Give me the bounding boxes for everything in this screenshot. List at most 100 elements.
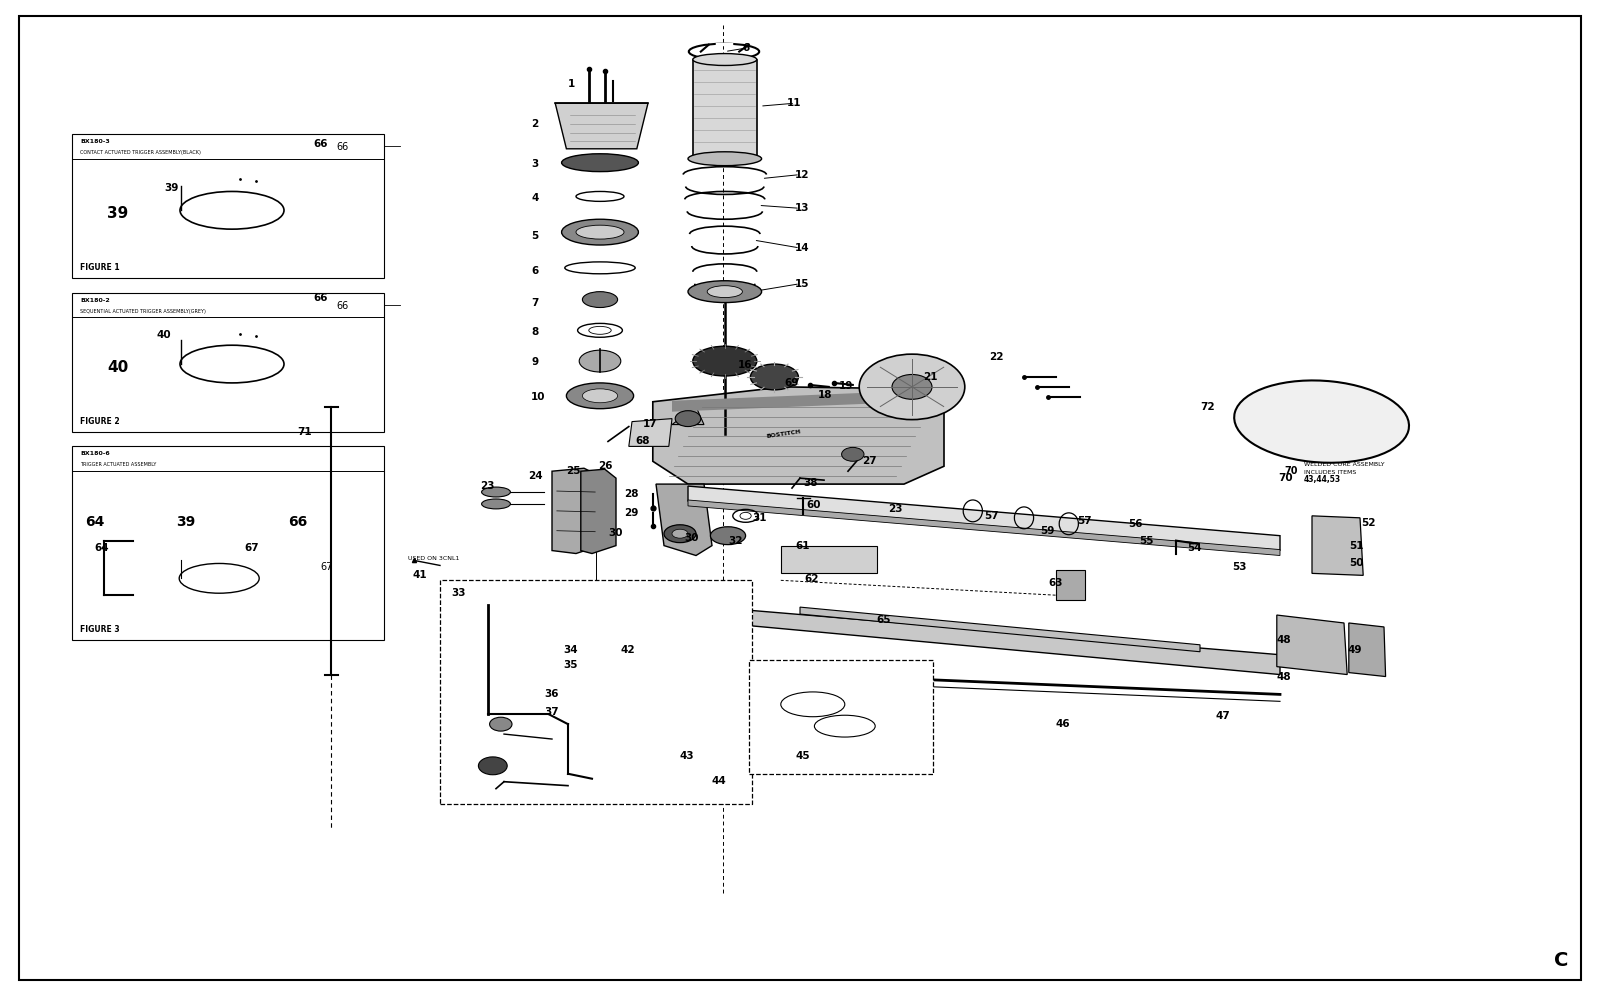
Text: 66: 66 [314,293,328,303]
Text: 64: 64 [94,543,109,553]
Text: 5: 5 [531,231,539,241]
Text: 28: 28 [624,489,638,499]
Bar [1056,570,1085,600]
Circle shape [490,717,512,731]
Text: 31: 31 [752,513,766,523]
Ellipse shape [664,525,696,543]
Ellipse shape [710,527,746,545]
Text: 26: 26 [598,461,613,471]
Text: 56: 56 [1128,519,1142,529]
Polygon shape [629,419,672,446]
Text: 32: 32 [728,536,742,546]
Text: 11: 11 [787,98,802,108]
Text: 46: 46 [1056,719,1070,729]
Circle shape [675,411,701,427]
Ellipse shape [893,375,931,399]
Text: 14: 14 [795,243,810,253]
Polygon shape [685,722,723,746]
Text: 21: 21 [923,372,938,382]
Ellipse shape [566,383,634,409]
Text: INCLUDES ITEMS: INCLUDES ITEMS [1304,470,1357,475]
Bar [72,293,384,432]
Text: 3: 3 [531,159,539,169]
Text: 39: 39 [176,515,195,529]
Ellipse shape [693,54,757,65]
Text: 1: 1 [568,79,576,89]
Text: 39: 39 [165,184,179,193]
Text: 25: 25 [566,466,581,476]
Text: 48: 48 [1277,672,1291,682]
Polygon shape [688,605,1280,675]
Text: 66: 66 [336,142,349,152]
Text: 39: 39 [107,205,128,221]
Text: 57: 57 [984,511,998,521]
Text: 12: 12 [795,170,810,180]
Text: 50: 50 [1349,558,1363,568]
Text: 37: 37 [544,707,558,717]
Text: 16: 16 [738,360,752,370]
Text: 42: 42 [621,645,635,655]
Ellipse shape [482,487,510,497]
Bar [72,134,384,278]
Text: 52: 52 [1362,518,1376,528]
Text: 49: 49 [1347,645,1362,655]
Text: 48: 48 [1277,635,1291,645]
Ellipse shape [707,286,742,298]
Text: 55: 55 [1139,536,1154,546]
Text: 40: 40 [107,359,128,375]
Polygon shape [672,391,917,412]
Polygon shape [800,607,1200,652]
Text: 9: 9 [531,357,538,367]
Text: 70: 70 [1278,473,1293,483]
Text: 47: 47 [1216,711,1230,721]
Text: BOSTITCH: BOSTITCH [766,430,802,439]
Text: 6: 6 [531,266,539,276]
Text: 15: 15 [795,279,810,289]
Text: 67: 67 [245,543,259,553]
Text: USED ON 3CNL1: USED ON 3CNL1 [408,557,459,561]
Text: 66: 66 [336,301,349,310]
Text: 13: 13 [795,203,810,213]
Ellipse shape [562,219,638,245]
Text: 23: 23 [480,481,494,491]
Text: 66: 66 [288,515,307,529]
Text: 29: 29 [624,508,638,518]
Text: 61: 61 [795,541,810,551]
Text: 51: 51 [1349,541,1363,551]
Ellipse shape [688,281,762,303]
Bar [749,660,933,774]
Text: 30: 30 [608,528,622,538]
Text: 34: 34 [563,645,578,655]
Text: 72: 72 [1200,402,1214,412]
Text: 24: 24 [528,471,542,481]
Circle shape [842,447,864,461]
Ellipse shape [688,152,762,166]
Text: FIGURE 1: FIGURE 1 [80,263,120,272]
Text: WELDED CORE ASSEMBLY: WELDED CORE ASSEMBLY [1304,462,1384,467]
Ellipse shape [750,364,798,390]
Text: 6: 6 [742,43,750,53]
Text: 41: 41 [413,570,427,580]
Text: BX180-2: BX180-2 [80,298,110,303]
Text: 64: 64 [85,515,104,529]
Polygon shape [653,387,944,484]
Ellipse shape [562,154,638,172]
Text: 19: 19 [838,381,853,391]
Text: SEE FIGURE 1, 2, & 3: SEE FIGURE 1, 2, & 3 [762,748,819,753]
Text: TRIGGER ACTUATED ASSEMBLY: TRIGGER ACTUATED ASSEMBLY [80,462,157,467]
Text: 59: 59 [1040,526,1054,536]
Text: CONTACT ACTUATED TRIGGER ASSEMBLY(BLACK): CONTACT ACTUATED TRIGGER ASSEMBLY(BLACK) [80,150,202,155]
Text: 66: 66 [314,139,328,149]
Polygon shape [688,500,1280,556]
Text: BX180-3: BX180-3 [80,139,110,144]
Text: 18: 18 [818,390,832,400]
Text: 35: 35 [563,660,578,670]
Text: SEQUENTIAL ACTUATED TRIGGER ASSEMBLY(GREY): SEQUENTIAL ACTUATED TRIGGER ASSEMBLY(GRE… [80,309,206,313]
Ellipse shape [576,225,624,239]
Ellipse shape [693,346,757,376]
Ellipse shape [859,354,965,420]
Text: 43: 43 [680,751,694,761]
Text: 33: 33 [451,588,466,598]
Bar [781,546,877,573]
Text: 22: 22 [989,352,1003,362]
